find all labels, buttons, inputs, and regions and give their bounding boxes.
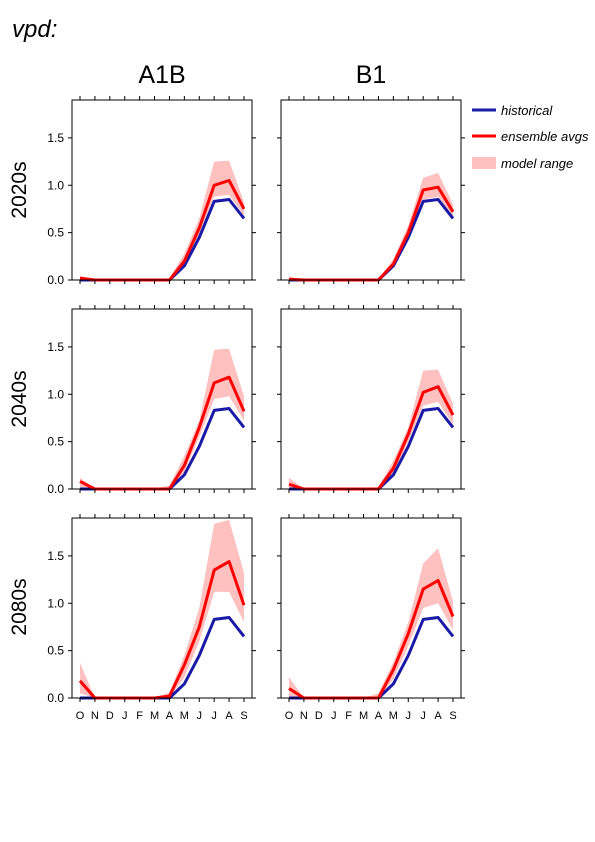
historical-line [289,616,455,700]
x-tick-label: A [375,710,383,722]
x-tick-label: J [331,710,337,722]
x-tick-label: F [345,710,352,722]
x-tick-label: S [240,710,247,722]
panel-a1b-2020s: 0.0 0.5 1.0 1.5 [47,96,256,287]
y-tick-label: 1.5 [47,340,64,354]
y-tick-label: 0.0 [47,482,64,496]
panel-frame [71,308,253,490]
x-tick-label: M [180,710,189,722]
y-tick-label: 1.5 [47,131,64,145]
x-tick-label: A [225,710,233,722]
x-tick-label: S [449,710,456,722]
legend-historical-label: historical [501,103,553,118]
y-tick-label: 0.5 [47,644,64,658]
panel-a1b-2080s: 0.00.51.01.5O N D J F M A M J J A S [47,514,256,722]
x-tick-label: O [285,710,294,722]
historical-line [289,407,455,491]
historical-line [80,198,246,282]
x-tick-label: J [406,710,412,722]
legend-range-swatch [472,157,496,169]
y-tick-label: 0.5 [47,226,64,240]
x-tick-label: F [136,710,143,722]
x-tick-label: A [166,710,174,722]
panel-grid: 0.00.51.01.50.00.51.01.50.00.51.01.5O N D J… [47,96,465,722]
y-tick-label: 1.5 [47,549,64,563]
y-tick-label: 0.0 [47,691,64,705]
x-tick-label: M [359,710,368,722]
x-tick-label: J [211,710,217,722]
model-range-band [289,172,453,280]
column-header-a1b: A1B [138,61,185,89]
legend: historical ensemble avgs model range [472,103,589,171]
panel-frame [280,517,462,699]
page-title: vpd: [12,16,57,43]
column-header-b1: B1 [356,61,387,89]
legend-ensemble-label: ensemble avgs [501,129,589,144]
historical-line [80,616,246,700]
x-tick-label: J [420,710,426,722]
row-header-2080s: 2080s [8,578,31,635]
x-tick-label: M [389,710,398,722]
x-tick-label: D [106,710,114,722]
x-tick-label: N [300,710,308,722]
panel-b1-2020s [277,96,465,284]
panel-b1-2040s [277,305,465,493]
x-tick-label: D [315,710,323,722]
model-range-band [289,548,453,698]
panel-frame [71,99,253,281]
panel-frame [280,99,462,281]
x-tick-label: M [150,710,159,722]
panel-frame [280,308,462,490]
panel-a1b-2040s: 0.0 0.5 1.0 1.5 [47,305,256,496]
y-tick-label: 1.0 [47,596,64,610]
x-tick-label: J [122,710,128,722]
row-header-2040s: 2040s [8,370,31,427]
panel-frame [71,517,253,699]
x-tick-label: J [197,710,203,722]
x-tick-label: O [76,710,85,722]
model-range-band [80,519,244,698]
model-range-band [289,369,453,489]
y-tick-label: 0.5 [47,435,64,449]
model-range-band [80,348,244,489]
model-range-band [80,160,244,280]
row-header-2020s: 2020s [8,161,31,218]
legend-range-label: model range [501,156,573,171]
x-tick-label: N [91,710,99,722]
historical-line [289,198,455,282]
y-tick-label: 1.0 [47,387,64,401]
y-tick-label: 0.0 [47,273,64,287]
x-tick-label: A [434,710,442,722]
historical-line [80,407,246,491]
y-tick-label: 1.0 [47,178,64,192]
